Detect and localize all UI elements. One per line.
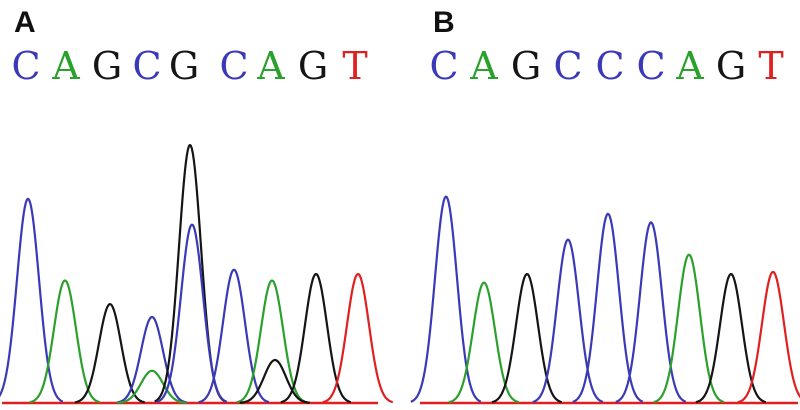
peak-g: [74, 303, 146, 404]
base-letter-t: T: [758, 44, 784, 88]
peak-a: [448, 281, 520, 404]
peak-c: [0, 197, 64, 403]
base-letter-g: G: [510, 44, 542, 88]
peak-a: [653, 253, 725, 404]
peak-a: [116, 369, 187, 404]
peak-c: [198, 268, 270, 404]
base-letter-t: T: [342, 44, 368, 88]
base-letter-c: C: [553, 44, 583, 88]
peak-c: [156, 223, 228, 403]
peak-g: [491, 272, 563, 404]
peak-t: [322, 272, 394, 404]
peak-a: [236, 279, 308, 404]
base-letter-g: G: [715, 44, 747, 88]
peak-c: [615, 221, 687, 403]
base-letter-a: A: [257, 44, 285, 88]
base-letter-a: A: [470, 44, 498, 88]
peak-g: [695, 272, 767, 404]
base-letter-c: C: [429, 44, 459, 88]
base-letter-a: A: [676, 44, 704, 88]
peak-c: [572, 212, 644, 403]
base-letter-c: C: [11, 44, 41, 88]
base-letter-g: G: [297, 44, 329, 88]
base-letter-c: C: [595, 44, 625, 88]
base-letter-c: C: [636, 44, 666, 88]
panel-label-b: B: [433, 6, 455, 39]
peak-c: [532, 238, 604, 404]
base-letter-g: G: [91, 44, 123, 88]
panel-label-a: A: [14, 6, 36, 39]
peak-t: [737, 270, 800, 404]
peak-c: [410, 195, 482, 403]
peak-g: [239, 358, 310, 404]
peak-c: [116, 315, 188, 404]
peak-g: [280, 272, 352, 404]
base-letter-g: G: [168, 44, 200, 88]
base-letter-c: C: [132, 44, 162, 88]
base-letter-a: A: [52, 44, 80, 88]
base-letter-c: C: [219, 44, 249, 88]
